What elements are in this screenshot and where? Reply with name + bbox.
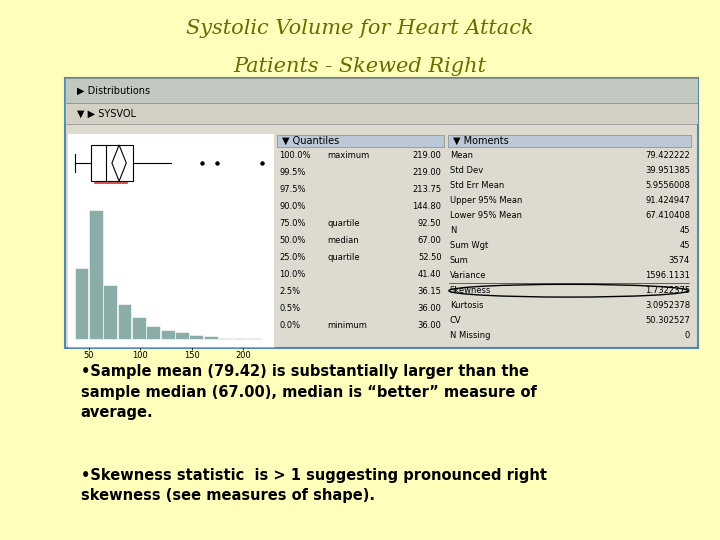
Text: 25.0%: 25.0% xyxy=(279,253,306,262)
Text: Patients - Skewed Right: Patients - Skewed Right xyxy=(233,57,487,76)
Polygon shape xyxy=(112,145,126,181)
Bar xyxy=(117,304,132,339)
Text: Skewness: Skewness xyxy=(450,286,491,295)
Bar xyxy=(91,145,132,181)
FancyBboxPatch shape xyxy=(65,78,698,103)
Text: 1.7322375: 1.7322375 xyxy=(645,286,690,295)
Bar xyxy=(218,338,232,339)
Bar xyxy=(175,332,189,339)
Text: 99.5%: 99.5% xyxy=(279,168,306,177)
Text: 10.0%: 10.0% xyxy=(279,270,306,279)
Text: 75.0%: 75.0% xyxy=(279,219,306,228)
Text: 3.0952378: 3.0952378 xyxy=(645,301,690,310)
Text: Std Dev: Std Dev xyxy=(450,166,483,175)
Text: •Sample mean (79.42) is substantially larger than the
sample median (67.00), med: •Sample mean (79.42) is substantially la… xyxy=(81,364,536,420)
Text: 45: 45 xyxy=(680,241,690,250)
Bar xyxy=(189,335,203,339)
Text: Upper 95% Mean: Upper 95% Mean xyxy=(450,196,522,205)
Text: 0.0%: 0.0% xyxy=(279,321,300,330)
Bar xyxy=(204,336,217,339)
Bar xyxy=(161,330,174,339)
FancyBboxPatch shape xyxy=(277,135,444,147)
Text: 90.0%: 90.0% xyxy=(279,202,306,211)
Text: •Skewness statistic  is > 1 suggesting pronounced right
skewness (see measures o: •Skewness statistic is > 1 suggesting pr… xyxy=(81,468,546,503)
FancyBboxPatch shape xyxy=(448,135,691,147)
Text: Mean: Mean xyxy=(450,151,473,160)
Text: 144.80: 144.80 xyxy=(413,202,441,211)
Text: ▼ ▶ SYSVOL: ▼ ▶ SYSVOL xyxy=(78,109,137,118)
Text: 91.424947: 91.424947 xyxy=(645,196,690,205)
Text: Variance: Variance xyxy=(450,271,487,280)
Bar xyxy=(103,285,117,339)
Text: 45: 45 xyxy=(680,226,690,235)
Text: Std Err Mean: Std Err Mean xyxy=(450,181,504,190)
Text: 67.410408: 67.410408 xyxy=(645,211,690,220)
Text: Sum Wgt: Sum Wgt xyxy=(450,241,488,250)
Text: median: median xyxy=(327,236,359,245)
Text: Kurtosis: Kurtosis xyxy=(450,301,483,310)
Text: 39.951385: 39.951385 xyxy=(645,166,690,175)
Text: quartile: quartile xyxy=(327,253,360,262)
Text: 0: 0 xyxy=(685,332,690,340)
Text: ▼ Moments: ▼ Moments xyxy=(453,136,508,146)
Text: 36.15: 36.15 xyxy=(418,287,441,296)
Text: 36.00: 36.00 xyxy=(418,304,441,313)
Text: ▼ Quantiles: ▼ Quantiles xyxy=(282,136,339,146)
Bar xyxy=(132,317,146,339)
Text: Systolic Volume for Heart Attack: Systolic Volume for Heart Attack xyxy=(186,19,534,38)
Text: minimum: minimum xyxy=(327,321,367,330)
Text: 5.9556008: 5.9556008 xyxy=(645,181,690,190)
Text: Lower 95% Mean: Lower 95% Mean xyxy=(450,211,522,220)
Text: 97.5%: 97.5% xyxy=(279,185,306,194)
Bar xyxy=(146,326,161,339)
Text: 36.00: 36.00 xyxy=(418,321,441,330)
Text: N Missing: N Missing xyxy=(450,332,490,340)
Text: 67.00: 67.00 xyxy=(418,236,441,245)
Text: 52.50: 52.50 xyxy=(418,253,441,262)
Text: Sum: Sum xyxy=(450,256,469,265)
Text: 79.422222: 79.422222 xyxy=(645,151,690,160)
Text: CV: CV xyxy=(450,316,462,325)
Text: 50.0%: 50.0% xyxy=(279,236,306,245)
Text: 0.5%: 0.5% xyxy=(279,304,300,313)
Text: 100.0%: 100.0% xyxy=(279,151,311,160)
Bar xyxy=(75,268,89,339)
Bar xyxy=(89,210,103,339)
Text: 92.50: 92.50 xyxy=(418,219,441,228)
Text: 3574: 3574 xyxy=(669,256,690,265)
Bar xyxy=(233,338,246,339)
Text: 1596.1131: 1596.1131 xyxy=(645,271,690,280)
Text: 2.5%: 2.5% xyxy=(279,287,300,296)
Bar xyxy=(247,338,261,339)
Text: 41.40: 41.40 xyxy=(418,270,441,279)
Text: 213.75: 213.75 xyxy=(413,185,441,194)
Text: 219.00: 219.00 xyxy=(413,151,441,160)
FancyBboxPatch shape xyxy=(65,103,698,124)
Text: quartile: quartile xyxy=(327,219,360,228)
Text: 219.00: 219.00 xyxy=(413,168,441,177)
Text: N: N xyxy=(450,226,456,235)
Text: ▶ Distributions: ▶ Distributions xyxy=(78,85,150,96)
Text: 50.302527: 50.302527 xyxy=(645,316,690,325)
Text: maximum: maximum xyxy=(327,151,369,160)
